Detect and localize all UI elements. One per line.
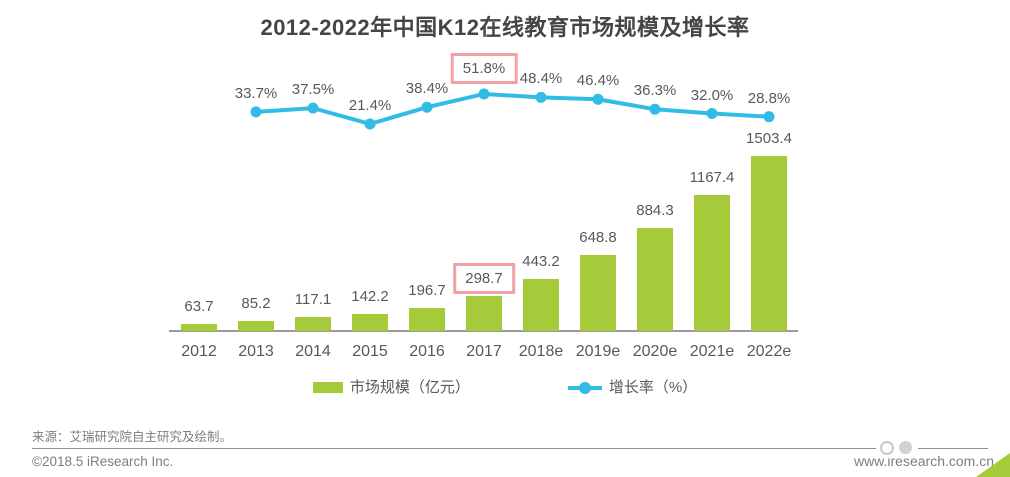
growth-rate-label: 32.0% bbox=[690, 86, 734, 104]
data-point-marker bbox=[592, 93, 604, 105]
x-axis-label: 2013 bbox=[238, 343, 274, 360]
bar-2015 bbox=[352, 314, 388, 331]
growth-rate-label: 33.7% bbox=[234, 84, 278, 102]
bar-value-label: 196.7 bbox=[408, 282, 446, 300]
watermark-logo bbox=[876, 437, 918, 457]
source-note: 来源：艾瑞研究院自主研究及绘制。 bbox=[32, 430, 233, 444]
bar-value-label: 85.2 bbox=[241, 295, 271, 313]
growth-rate-label: 48.4% bbox=[519, 70, 563, 88]
bar-2020e bbox=[637, 228, 673, 331]
x-axis-label: 2022e bbox=[746, 343, 792, 360]
bar-2014 bbox=[295, 317, 331, 331]
market-size-legend-label: 市场规模（亿元） bbox=[349, 379, 470, 396]
x-axis-label: 2016 bbox=[409, 343, 445, 360]
data-point-marker bbox=[763, 111, 775, 123]
legend-item-growth-rate: 增长率（%） bbox=[567, 379, 698, 396]
bar-value-label: 884.3 bbox=[636, 202, 674, 220]
growth-rate-label: 37.5% bbox=[291, 81, 335, 99]
chart-title: 2012-2022年中国K12在线教育市场规模及增长率 bbox=[260, 15, 750, 40]
bar-2017 bbox=[466, 296, 502, 331]
x-axis-label: 2018e bbox=[518, 343, 564, 360]
data-point-marker bbox=[364, 118, 376, 130]
x-axis-line bbox=[169, 330, 798, 332]
bar-value-label: 1503.4 bbox=[746, 130, 792, 147]
bar-2022e bbox=[751, 156, 787, 331]
x-axis-label: 2020e bbox=[632, 343, 678, 360]
data-point-marker bbox=[250, 106, 262, 118]
market-size-swatch-icon bbox=[312, 382, 343, 393]
growth-rate-label: 38.4% bbox=[405, 80, 449, 98]
bar-value-label: 117.1 bbox=[294, 291, 332, 309]
growth-rate-label: 21.4% bbox=[348, 96, 392, 114]
growth-rate-label-highlighted: 51.8% bbox=[450, 52, 518, 84]
bar-2019e bbox=[580, 255, 616, 331]
data-point-marker bbox=[649, 103, 661, 115]
data-point-marker bbox=[421, 101, 433, 113]
bar-value-label: 443.2 bbox=[522, 253, 560, 271]
bar-2012 bbox=[181, 323, 217, 331]
data-point-marker bbox=[478, 88, 490, 100]
x-axis-label: 2012 bbox=[181, 343, 217, 360]
growth-rate-swatch-icon bbox=[567, 381, 602, 394]
data-point-marker bbox=[535, 91, 547, 103]
bar-2016 bbox=[409, 308, 445, 331]
bar-2018e bbox=[523, 279, 559, 331]
bar-value-label: 648.8 bbox=[579, 229, 617, 247]
data-point-marker bbox=[706, 108, 718, 120]
bar-value-label: 1167.4 bbox=[689, 169, 735, 187]
growth-rate-swatch-dot-icon bbox=[578, 381, 591, 394]
bar-2013 bbox=[238, 321, 274, 331]
x-axis-label: 2015 bbox=[352, 343, 388, 360]
x-axis-label: 2017 bbox=[466, 343, 502, 360]
copyright-text: ©2018.5 iResearch Inc. bbox=[32, 454, 174, 469]
growth-rate-label: 46.4% bbox=[576, 72, 620, 90]
bar-value-label-highlighted: 298.7 bbox=[453, 263, 515, 295]
x-axis-label: 2019e bbox=[575, 343, 621, 360]
bar-value-label: 63.7 bbox=[184, 297, 214, 315]
footer-divider bbox=[32, 448, 988, 449]
growth-rate-legend-label: 增长率（%） bbox=[608, 379, 698, 396]
chart-legend: 市场规模（亿元） 增长率（%） bbox=[0, 380, 1010, 395]
growth-rate-label: 28.8% bbox=[747, 89, 791, 107]
x-axis-label: 2014 bbox=[295, 343, 331, 360]
watermark-dot-icon bbox=[899, 441, 912, 454]
x-axis-label: 2021e bbox=[689, 343, 735, 360]
website-url: www.iresearch.com.cn bbox=[853, 453, 994, 469]
bar-2021e bbox=[694, 195, 730, 331]
legend-item-market-size: 市场规模（亿元） bbox=[312, 379, 470, 396]
bar-value-label: 142.2 bbox=[351, 288, 389, 306]
watermark-ring-icon bbox=[880, 441, 894, 455]
growth-rate-label: 36.3% bbox=[633, 82, 677, 100]
data-point-marker bbox=[307, 102, 319, 114]
